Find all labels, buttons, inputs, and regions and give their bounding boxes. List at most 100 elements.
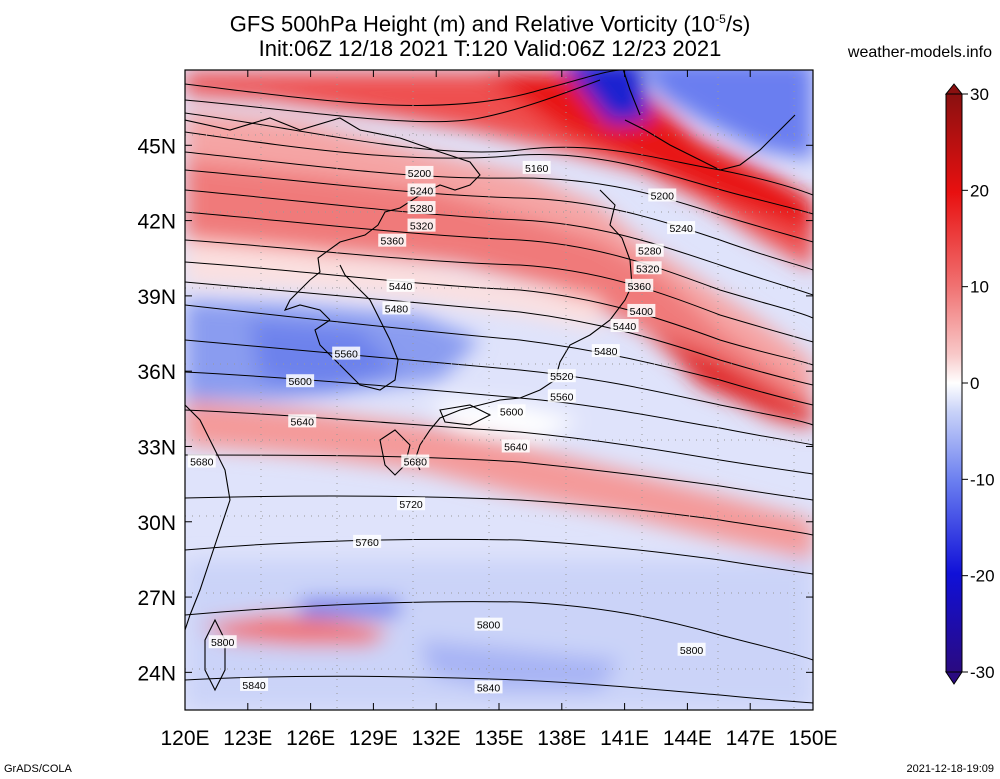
lon-tick-label: 141E	[600, 727, 649, 750]
colorbar-label: 0	[970, 374, 979, 393]
contour-label-bg	[208, 635, 237, 649]
contour-label-bg	[610, 319, 639, 332]
contour-label: 5160	[522, 160, 551, 175]
contour-label: 5480	[591, 344, 620, 358]
lat-tick-label: 42N	[137, 211, 176, 234]
contour-label: 5440	[610, 319, 639, 333]
contour-label-bg	[286, 374, 315, 388]
contour-label: 5840	[474, 680, 503, 694]
colorbar-label: -10	[970, 470, 995, 489]
contour-label-text: 5760	[355, 537, 379, 549]
coastline-korea	[314, 264, 399, 391]
contour-label-bg	[627, 303, 656, 317]
contour-label: 5200	[648, 188, 677, 202]
contour-label-bg	[386, 278, 415, 292]
latitude-labels: 45N 42N 39N 36N 33N 30N 27N 24N	[137, 135, 176, 685]
colorbar-gradient	[945, 93, 963, 673]
vorticity-field	[185, 70, 813, 710]
contour-label: 5640	[288, 414, 317, 428]
contour-label: 5360	[378, 233, 407, 248]
contour-label-bg	[667, 221, 696, 235]
contour-label-bg	[378, 233, 407, 247]
colorbar-label: 30	[970, 85, 989, 104]
contour-label-text: 5400	[630, 306, 654, 318]
contour-label: 5360	[625, 278, 654, 293]
contour-label: 5320	[407, 218, 436, 233]
contour-label-text: 5640	[504, 441, 528, 453]
contour-label-bg	[474, 617, 503, 631]
lat-tick-label: 36N	[137, 361, 176, 384]
contour-label-bg	[407, 201, 436, 215]
contour-label: 5560	[332, 346, 361, 361]
contour-label-bg	[591, 344, 620, 358]
coastline-shikoku	[439, 404, 492, 426]
contour-label: 5720	[397, 497, 426, 511]
contour-label: 5560	[547, 389, 576, 403]
lat-tick-label: 27N	[137, 587, 176, 610]
contour-label: 5800	[474, 617, 503, 632]
footer-timestamp: 2021-12-18-19:09	[906, 763, 994, 775]
contour-label: 5240	[667, 221, 696, 235]
contour-labels-layer: 5160 5200 5200 5240 5240 5280 5280 5320 5320 5360…	[187, 160, 706, 694]
contour-label-text: 5440	[613, 321, 637, 333]
colorbar-ticks: 30 20 10 0 -10 -20 -30	[962, 85, 995, 682]
title-units: /s)	[725, 11, 751, 37]
colorbar-label: -20	[970, 567, 995, 586]
contour-label: 5640	[501, 439, 530, 453]
contour-label-text: 5200	[651, 190, 675, 202]
lon-tick-label: 135E	[474, 727, 523, 750]
contour-label: 5280	[407, 201, 436, 215]
contour-label-bg	[401, 454, 430, 468]
colorbar-label: 10	[970, 278, 989, 297]
contour-label-bg	[522, 160, 551, 174]
coastline-sakhalin	[622, 70, 641, 116]
contour-label: 5320	[633, 261, 662, 275]
site-credit: weather-models.info	[847, 44, 992, 61]
contour-label: 5600	[286, 374, 315, 388]
lon-tick-label: 126E	[286, 727, 335, 750]
contour-label-text: 5560	[335, 349, 359, 361]
footer-software: GrADS/COLA	[4, 763, 72, 775]
contour-label-bg	[332, 346, 361, 360]
contour-label-text: 5160	[525, 163, 549, 175]
contour-label: 5200	[405, 165, 434, 180]
lon-tick-label: 129E	[349, 727, 398, 750]
contour-label-bg	[240, 677, 269, 691]
contour-label-text: 5680	[190, 457, 214, 469]
axis-ticks	[184, 70, 814, 710]
contour-label: 5240	[407, 183, 436, 197]
contour-label: 5800	[208, 635, 237, 649]
contour-label-bg	[677, 642, 706, 656]
contour-label: 5840	[240, 677, 269, 692]
contour-label-bg	[648, 188, 677, 202]
contour-label: 5600	[497, 404, 526, 418]
contour-label-bg	[474, 680, 503, 694]
lat-tick-label: 39N	[137, 286, 176, 309]
contour-label-bg	[633, 261, 662, 275]
chart-title-line1: GFS 500hPa Height (m) and Relative Vorti…	[0, 6, 990, 37]
title-text: GFS 500hPa Height (m) and Relative Vorti…	[229, 11, 716, 37]
contour-label-text: 5360	[381, 236, 405, 248]
contour-label-text: 5680	[404, 457, 428, 469]
contour-label-text: 5840	[242, 680, 266, 692]
contour-label-bg	[187, 454, 216, 468]
contour-label-bg	[501, 439, 530, 453]
contour-label-bg	[497, 404, 526, 418]
contour-label-text: 5800	[477, 620, 501, 632]
contour-label-text: 5600	[288, 376, 312, 388]
contour-label-bg	[547, 389, 576, 403]
contour-label: 5280	[635, 243, 664, 258]
contour-label-text: 5320	[636, 263, 660, 275]
contour-label-text: 5200	[408, 168, 432, 180]
contour-label-bg	[407, 183, 436, 197]
contour-label-bg	[625, 278, 654, 292]
contour-label-bg	[288, 414, 317, 428]
contour-label: 5520	[547, 369, 576, 383]
lon-tick-label: 138E	[537, 727, 586, 750]
colorbar: 30 20 10 0 -10 -20 -30	[944, 83, 995, 685]
contour-label-text: 5640	[291, 416, 315, 428]
coastline-china-east	[185, 404, 231, 631]
contour-label-bg	[382, 301, 411, 315]
contour-label: 5800	[677, 642, 706, 657]
colorbar-label: -30	[970, 663, 995, 682]
